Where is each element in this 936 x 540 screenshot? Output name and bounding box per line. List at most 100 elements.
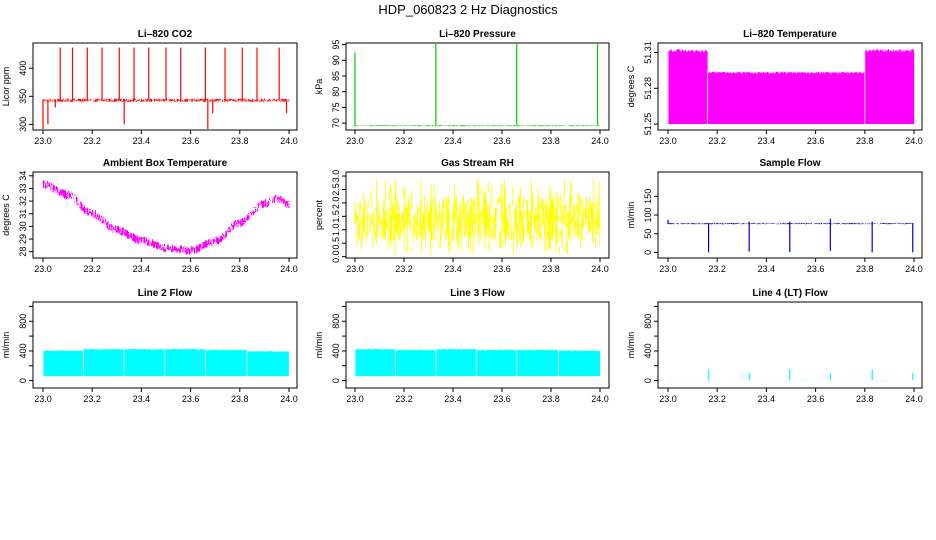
y-tick-label: 28 — [18, 247, 28, 257]
data-line — [667, 222, 914, 225]
y-tick-label: 400 — [18, 343, 28, 358]
y-tick-label: 0.0 — [331, 250, 341, 263]
x-tick-label: 23.0 — [659, 394, 677, 404]
y-tick-label: 51.31 — [643, 41, 653, 64]
data-series — [354, 44, 601, 127]
x-tick-label: 23.6 — [182, 136, 200, 146]
y-tick-label: 33 — [18, 183, 28, 193]
y-tick-label: 400 — [643, 343, 653, 358]
chart-title: Line 2 Flow — [138, 288, 193, 299]
data-band — [707, 71, 865, 124]
y-tick-label: 31 — [18, 209, 28, 219]
chart-title: Li–820 CO2 — [138, 29, 193, 40]
x-tick-label: 23.2 — [83, 394, 101, 404]
x-tick-label: 23.4 — [444, 136, 462, 146]
y-tick-label: 51.25 — [643, 113, 653, 136]
x-tick-label: 23.8 — [542, 264, 560, 274]
chart-panel-7: Line 2 Flow ml/min 23.0 23.2 23.4 23.6 23.8 24.… — [1, 288, 298, 404]
x-tick-label: 23.0 — [346, 264, 364, 274]
y-tick-label: 2.0 — [331, 197, 341, 210]
x-tick-label: 23.4 — [444, 394, 462, 404]
x-tick-label: 24.0 — [905, 136, 923, 146]
x-tick-label: 24.0 — [905, 264, 923, 274]
y-tick-label: 51.28 — [643, 77, 653, 100]
x-tick-label: 24.0 — [591, 264, 609, 274]
data-band — [516, 349, 559, 377]
x-tick-label: 24.0 — [591, 136, 609, 146]
chart-frame — [657, 301, 923, 389]
x-tick-label: 23.0 — [659, 264, 677, 274]
x-tick-label: 23.2 — [708, 264, 726, 274]
data-series — [354, 178, 601, 256]
data-band — [864, 49, 915, 124]
x-tick-label: 23.4 — [758, 394, 776, 404]
chart-panel-8: Line 3 Flow ml/min 23.0 23.2 23.4 23.6 23.8 24.… — [314, 288, 610, 404]
x-tick-label: 23.6 — [807, 136, 825, 146]
x-tick-label: 23.4 — [133, 136, 151, 146]
x-tick-label: 23.0 — [34, 394, 52, 404]
data-band — [123, 348, 165, 377]
chart-panel-5: Gas Stream RH percent 23.0 23.2 23.4 23.6 23.8… — [314, 158, 610, 274]
chart-panel-4: Ambient Box Temperature degrees C 23.0 23.2… — [1, 158, 298, 274]
x-tick-label: 24.0 — [280, 264, 298, 274]
y-tick-label: 1.5 — [331, 210, 341, 223]
data-series — [354, 348, 601, 377]
x-tick-label: 23.2 — [708, 394, 726, 404]
x-tick-label: 23.8 — [231, 394, 249, 404]
data-series — [667, 369, 914, 381]
data-band — [246, 351, 289, 377]
x-tick-label: 23.2 — [708, 136, 726, 146]
x-tick-label: 23.6 — [807, 264, 825, 274]
data-band — [557, 350, 601, 377]
x-tick-label: 24.0 — [280, 136, 298, 146]
y-tick-label: 2.5 — [331, 183, 341, 196]
y-tick-label: 800 — [643, 314, 653, 329]
y-axis-label: Licor ppm — [1, 67, 11, 107]
y-tick-label: 400 — [331, 343, 341, 358]
x-tick-label: 23.6 — [182, 394, 200, 404]
y-tick-label: 100 — [643, 207, 653, 222]
x-tick-label: 23.8 — [231, 264, 249, 274]
y-tick-label: 150 — [643, 189, 653, 204]
y-tick-label: 1.0 — [331, 224, 341, 237]
x-tick-label: 23.2 — [395, 264, 413, 274]
x-tick-label: 23.0 — [659, 136, 677, 146]
y-tick-label: 3.0 — [331, 170, 341, 183]
x-tick-label: 23.0 — [34, 136, 52, 146]
x-tick-label: 24.0 — [280, 394, 298, 404]
y-tick-label: 90 — [331, 55, 341, 65]
data-series — [667, 48, 915, 125]
data-line — [42, 180, 290, 255]
y-tick-label: 85 — [331, 71, 341, 81]
y-tick-label: 0 — [643, 250, 653, 255]
x-tick-label: 23.8 — [231, 136, 249, 146]
y-tick-label: 0.5 — [331, 237, 341, 250]
data-line — [354, 125, 601, 127]
data-band — [83, 348, 124, 377]
chart-frame — [345, 301, 610, 389]
x-tick-label: 23.4 — [758, 264, 776, 274]
x-tick-label: 23.8 — [856, 136, 874, 146]
y-axis-label: ml/min — [626, 202, 636, 229]
x-tick-label: 23.4 — [758, 136, 776, 146]
chart-title: Li–820 Temperature — [743, 29, 837, 40]
y-tick-label: 800 — [18, 314, 28, 329]
y-tick-label: 70 — [331, 118, 341, 128]
x-tick-label: 23.6 — [493, 394, 511, 404]
chart-title: Sample Flow — [759, 158, 820, 169]
chart-title: Line 3 Flow — [450, 288, 505, 299]
chart-title: Ambient Box Temperature — [103, 158, 228, 169]
chart-panel-2: Li–820 Pressure kPa 23.0 23.2 23.4 23.6 23.8 24… — [314, 29, 610, 146]
chart-title: Line 4 (LT) Flow — [752, 288, 828, 299]
y-tick-label: 300 — [18, 117, 28, 132]
y-tick-label: 80 — [331, 87, 341, 97]
y-axis-label: percent — [314, 199, 324, 230]
chart-panel-9: Line 4 (LT) Flow ml/min 23.0 23.2 23.4 23.6 23… — [626, 288, 923, 404]
x-tick-label: 23.4 — [133, 394, 151, 404]
chart-frame — [657, 42, 923, 131]
y-tick-label: 30 — [18, 221, 28, 231]
y-tick-label: 400 — [18, 61, 28, 76]
x-tick-label: 24.0 — [591, 394, 609, 404]
y-axis-label: ml/min — [626, 332, 636, 359]
